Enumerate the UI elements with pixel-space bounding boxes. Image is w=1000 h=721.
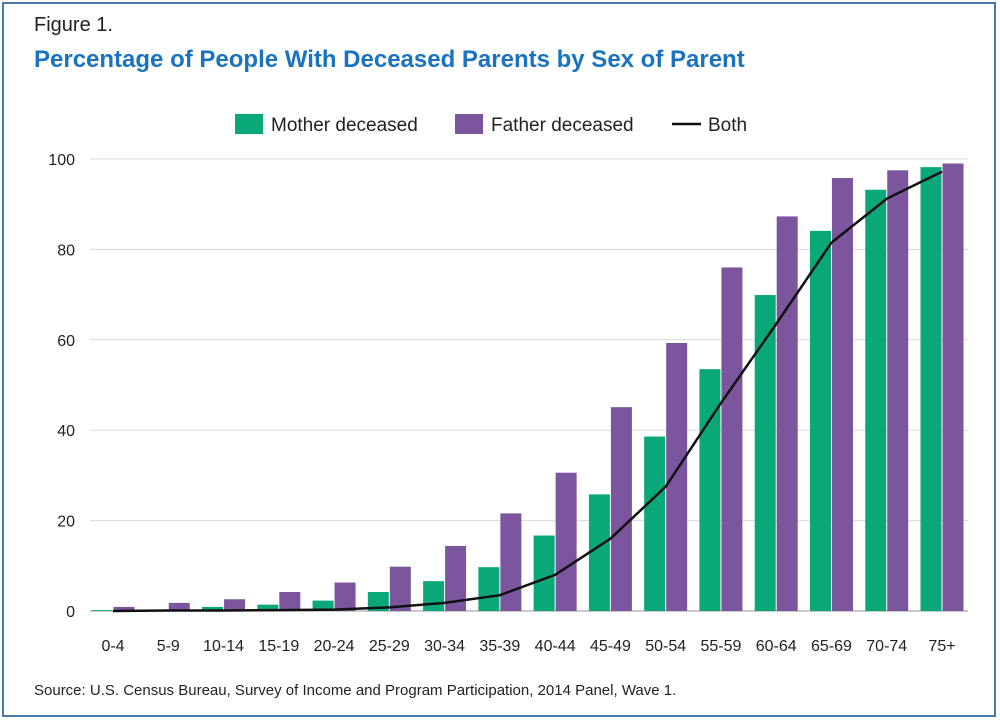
x-tick-label: 20-24 xyxy=(314,638,355,655)
x-tick-label: 55-59 xyxy=(700,638,741,655)
bar-father xyxy=(887,170,909,612)
bar-father xyxy=(224,599,246,611)
legend-label-mother: Mother deceased xyxy=(271,115,418,136)
y-tick-label: 20 xyxy=(57,514,75,531)
bar-mother xyxy=(91,610,113,611)
x-tick-label: 35-39 xyxy=(479,638,520,655)
x-axis-ticks: 0-4 5-9 10-14 15-19 20-24 25-29 30-34 35-39 40-4… xyxy=(101,638,955,655)
x-tick-label: 50-54 xyxy=(645,638,686,655)
x-tick-label: 0-4 xyxy=(101,638,124,655)
legend-swatch-mother xyxy=(235,114,263,134)
x-tick-label: 70-74 xyxy=(866,638,907,655)
both-line xyxy=(112,170,943,613)
bar-father xyxy=(334,582,356,611)
legend-swatch-father xyxy=(455,114,483,134)
bar-father xyxy=(555,472,577,611)
bar-mother xyxy=(588,494,610,611)
y-tick-label: 60 xyxy=(57,333,75,350)
y-axis-ticks: 0 20 40 60 80 100 xyxy=(48,152,75,621)
bar-father xyxy=(389,566,411,611)
bar-mother xyxy=(312,600,334,611)
bar-father xyxy=(500,513,522,611)
x-tick-label: 75+ xyxy=(928,638,955,655)
bar-mother xyxy=(809,230,831,612)
x-tick-label: 25-29 xyxy=(369,638,410,655)
x-tick-label: 30-34 xyxy=(424,638,465,655)
y-tick-label: 100 xyxy=(48,152,75,169)
legend-label-both: Both xyxy=(708,115,747,136)
bar-mother xyxy=(202,606,224,611)
bar-father xyxy=(776,216,798,612)
bar-mother xyxy=(865,189,887,611)
y-tick-label: 80 xyxy=(57,242,75,259)
x-tick-label: 15-19 xyxy=(258,638,299,655)
bar-father xyxy=(831,177,853,611)
bar-mother xyxy=(423,581,445,611)
bar-father xyxy=(445,545,467,611)
x-tick-label: 60-64 xyxy=(756,638,797,655)
bar-mother xyxy=(257,604,279,611)
bar-father xyxy=(942,163,964,611)
bar-mother xyxy=(478,567,500,611)
bar-father xyxy=(721,267,743,611)
bar-mother xyxy=(533,535,555,611)
bar-mother xyxy=(754,295,776,611)
y-tick-label: 0 xyxy=(66,604,75,621)
x-tick-label: 10-14 xyxy=(203,638,244,655)
bar-mother xyxy=(699,369,721,611)
bars xyxy=(91,163,964,612)
x-tick-label: 5-9 xyxy=(157,638,180,655)
y-tick-label: 40 xyxy=(57,423,75,440)
x-tick-label: 40-44 xyxy=(535,638,576,655)
legend-label-father: Father deceased xyxy=(491,115,634,136)
bar-father xyxy=(168,602,190,611)
bar-father xyxy=(610,407,632,611)
figure-label: Figure 1. xyxy=(34,14,113,36)
source-note: Source: U.S. Census Bureau, Survey of In… xyxy=(34,682,677,699)
bar-father xyxy=(113,606,135,611)
bar-father xyxy=(666,342,688,611)
bar-mother xyxy=(644,436,666,611)
x-tick-label: 65-69 xyxy=(811,638,852,655)
legend: Mother deceased Father deceased Both xyxy=(235,114,747,136)
chart-title: Percentage of People With Deceased Paren… xyxy=(34,46,745,73)
bar-mother xyxy=(920,167,942,612)
x-tick-label: 45-49 xyxy=(590,638,631,655)
bar-mother xyxy=(367,592,389,611)
bar-father xyxy=(279,592,301,611)
